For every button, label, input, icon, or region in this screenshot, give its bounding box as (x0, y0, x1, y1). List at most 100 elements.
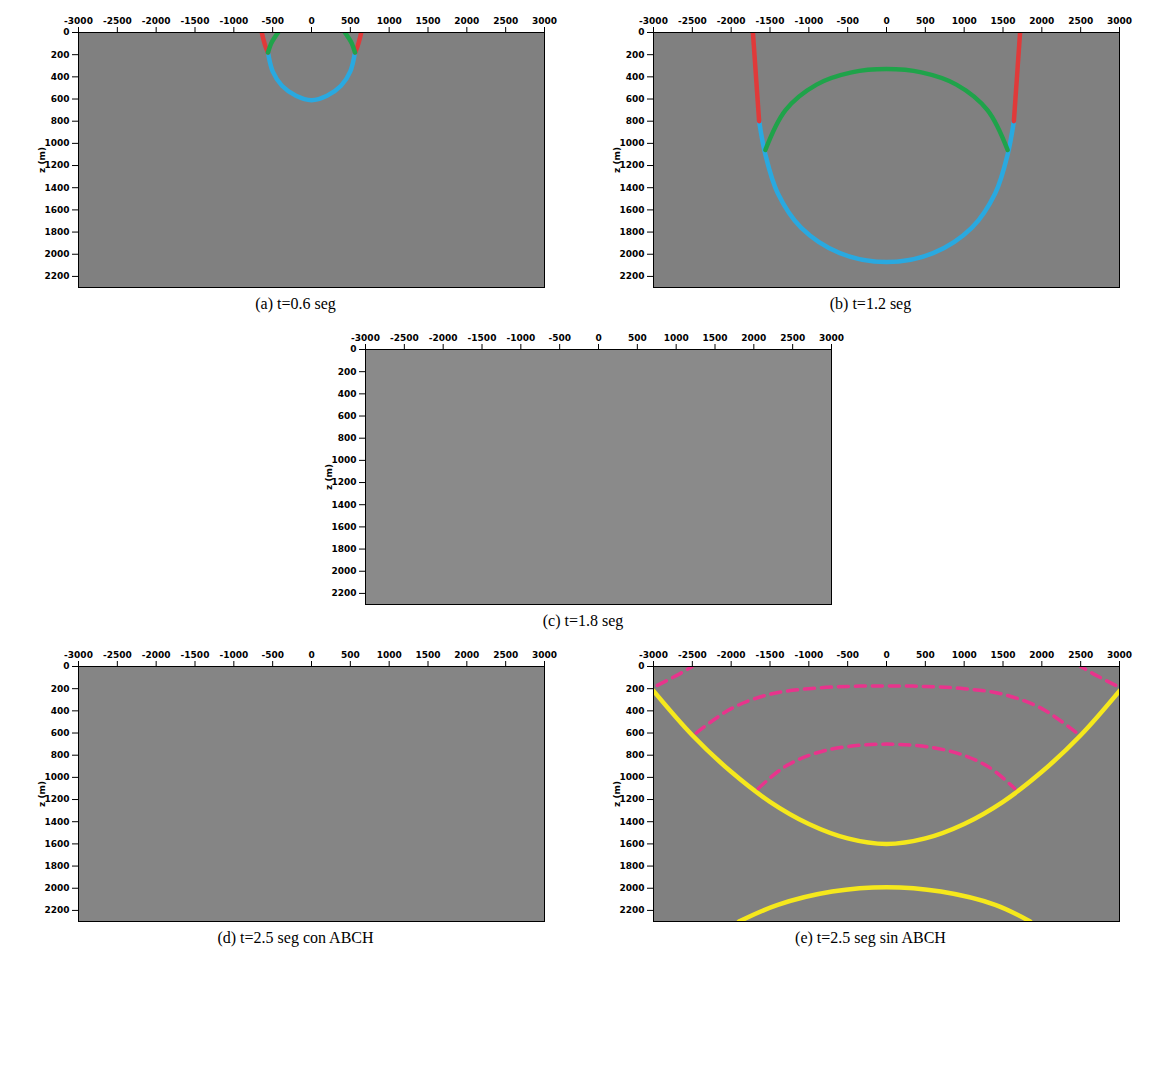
svg-text:-500: -500 (261, 650, 284, 660)
svg-text:600: 600 (625, 94, 644, 104)
svg-text:1000: 1000 (44, 138, 69, 148)
svg-text:1500: 1500 (415, 16, 440, 26)
svg-text:2000: 2000 (454, 650, 479, 660)
svg-text:3000: 3000 (819, 333, 844, 343)
svg-text:1800: 1800 (44, 227, 69, 237)
svg-text:1800: 1800 (619, 227, 644, 237)
svg-text:2200: 2200 (619, 271, 644, 281)
svg-text:1000: 1000 (951, 16, 976, 26)
svg-text:0: 0 (883, 650, 889, 660)
svg-text:1500: 1500 (990, 650, 1015, 660)
svg-text:1000: 1000 (331, 455, 356, 465)
svg-text:500: 500 (340, 16, 359, 26)
svg-text:-2500: -2500 (677, 650, 706, 660)
svg-text:-1500: -1500 (180, 650, 209, 660)
svg-text:2200: 2200 (331, 588, 356, 598)
svg-text:z (m): z (m) (611, 781, 621, 807)
svg-text:2500: 2500 (1068, 16, 1093, 26)
svg-text:-2000: -2000 (716, 16, 745, 26)
svg-text:500: 500 (915, 650, 934, 660)
svg-text:2000: 2000 (331, 566, 356, 576)
svg-text:1200: 1200 (331, 477, 356, 487)
svg-text:1500: 1500 (702, 333, 727, 343)
svg-text:600: 600 (625, 728, 644, 738)
svg-text:1200: 1200 (44, 794, 69, 804)
svg-text:600: 600 (50, 94, 69, 104)
svg-text:1000: 1000 (376, 650, 401, 660)
svg-text:1000: 1000 (664, 333, 689, 343)
svg-text:-500: -500 (261, 16, 284, 26)
svg-text:1000: 1000 (376, 16, 401, 26)
svg-text:2500: 2500 (493, 650, 518, 660)
svg-text:800: 800 (625, 750, 644, 760)
svg-text:-500: -500 (548, 333, 571, 343)
svg-text:-1000: -1000 (794, 650, 823, 660)
svg-text:-1000: -1000 (794, 16, 823, 26)
svg-text:1000: 1000 (44, 772, 69, 782)
svg-text:400: 400 (50, 72, 69, 82)
svg-text:1600: 1600 (44, 205, 69, 215)
svg-text:-2500: -2500 (102, 650, 131, 660)
svg-text:3000: 3000 (1106, 650, 1131, 660)
svg-text:200: 200 (625, 50, 644, 60)
svg-text:-2500: -2500 (390, 333, 419, 343)
svg-text:2500: 2500 (493, 16, 518, 26)
svg-text:3000: 3000 (531, 16, 556, 26)
svg-text:1200: 1200 (619, 160, 644, 170)
svg-text:-2500: -2500 (102, 16, 131, 26)
svg-text:-3000: -3000 (64, 650, 93, 660)
svg-text:1200: 1200 (44, 160, 69, 170)
svg-text:800: 800 (625, 116, 644, 126)
svg-text:-1500: -1500 (468, 333, 497, 343)
svg-text:200: 200 (338, 367, 357, 377)
svg-text:800: 800 (50, 116, 69, 126)
svg-text:2000: 2000 (741, 333, 766, 343)
svg-text:-3000: -3000 (639, 650, 668, 660)
svg-text:z (m): z (m) (611, 147, 621, 173)
svg-text:-2000: -2000 (141, 16, 170, 26)
svg-text:1000: 1000 (951, 650, 976, 660)
svg-text:500: 500 (340, 650, 359, 660)
svg-text:z (m): z (m) (36, 781, 46, 807)
svg-text:1500: 1500 (415, 650, 440, 660)
svg-text:2500: 2500 (780, 333, 805, 343)
svg-text:0: 0 (308, 16, 314, 26)
svg-text:1600: 1600 (331, 522, 356, 532)
svg-text:2000: 2000 (454, 16, 479, 26)
svg-text:400: 400 (50, 706, 69, 716)
svg-text:-3000: -3000 (351, 333, 380, 343)
svg-text:-1500: -1500 (180, 16, 209, 26)
svg-text:0: 0 (638, 27, 644, 37)
svg-text:1200: 1200 (619, 794, 644, 804)
svg-text:800: 800 (338, 433, 357, 443)
svg-text:2200: 2200 (619, 905, 644, 915)
svg-text:1400: 1400 (331, 500, 356, 510)
svg-text:1600: 1600 (619, 839, 644, 849)
svg-text:0: 0 (63, 661, 69, 671)
svg-text:600: 600 (338, 411, 357, 421)
svg-text:1600: 1600 (44, 839, 69, 849)
svg-text:2000: 2000 (1029, 650, 1054, 660)
svg-text:-500: -500 (836, 16, 859, 26)
svg-text:-2000: -2000 (141, 650, 170, 660)
svg-text:0: 0 (638, 661, 644, 671)
svg-text:400: 400 (338, 389, 357, 399)
svg-text:2000: 2000 (44, 883, 69, 893)
svg-text:z (m): z (m) (324, 464, 334, 490)
svg-text:2200: 2200 (44, 271, 69, 281)
svg-text:0: 0 (350, 344, 356, 354)
svg-text:-1000: -1000 (506, 333, 535, 343)
svg-text:1800: 1800 (44, 861, 69, 871)
svg-text:1400: 1400 (44, 817, 69, 827)
svg-text:2000: 2000 (619, 249, 644, 259)
svg-text:200: 200 (50, 50, 69, 60)
svg-text:1800: 1800 (619, 861, 644, 871)
svg-text:2500: 2500 (1068, 650, 1093, 660)
svg-text:500: 500 (915, 16, 934, 26)
svg-text:-3000: -3000 (64, 16, 93, 26)
svg-text:600: 600 (50, 728, 69, 738)
svg-text:-2000: -2000 (429, 333, 458, 343)
svg-text:1000: 1000 (619, 138, 644, 148)
svg-text:1800: 1800 (331, 544, 356, 554)
svg-text:-1000: -1000 (219, 16, 248, 26)
